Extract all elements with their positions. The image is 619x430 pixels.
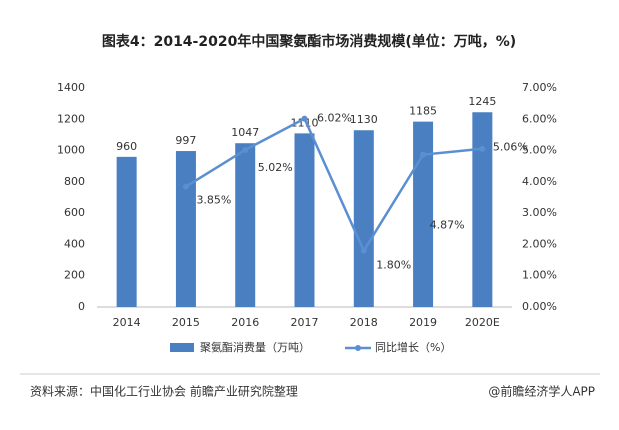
- chart-title: 图表4：2014-2020年中国聚氨酯市场消费规模(单位：万吨，%): [102, 33, 516, 50]
- line-label: 4.87%: [430, 219, 465, 232]
- y-tick-label: 400: [64, 237, 85, 250]
- legend-label: 聚氨酯消费量（万吨）: [200, 340, 310, 354]
- line-label: 6.02%: [317, 112, 352, 125]
- bar: [175, 151, 196, 307]
- bar: [294, 133, 315, 307]
- y-tick-label: 0: [78, 300, 85, 313]
- bar: [353, 130, 374, 307]
- line-point: [479, 145, 486, 152]
- line-label: 1.80%: [376, 259, 411, 272]
- line-point: [420, 151, 427, 158]
- x-tick-label: 2015: [172, 316, 200, 329]
- bar-label: 1047: [231, 126, 259, 139]
- legend-label: 同比增长（%）: [375, 340, 451, 354]
- x-tick-label: 2018: [350, 316, 378, 329]
- y-tick-label: 1000: [57, 144, 85, 157]
- bar-label: 997: [175, 134, 196, 147]
- bar: [235, 143, 256, 307]
- bar-label: 1110: [291, 116, 319, 129]
- x-tick-label: 2014: [113, 316, 141, 329]
- bar-label: 1245: [468, 95, 496, 108]
- bar: [472, 112, 493, 307]
- line-point: [242, 146, 249, 153]
- y2-tick-label: 2.00%: [522, 237, 557, 250]
- y-tick-label: 1200: [57, 112, 85, 125]
- x-tick-label: 2020E: [465, 316, 500, 329]
- bar: [413, 121, 434, 307]
- y-tick-label: 800: [64, 175, 85, 188]
- bar-label: 1185: [409, 105, 437, 118]
- legend-swatch: [170, 343, 194, 352]
- x-tick-label: 2016: [231, 316, 259, 329]
- legend-swatch: [355, 345, 361, 351]
- brand: @前瞻经济学人APP: [488, 384, 595, 399]
- y2-tick-label: 4.00%: [522, 175, 557, 188]
- y2-tick-label: 6.00%: [522, 112, 557, 125]
- x-tick-label: 2017: [291, 316, 319, 329]
- y-tick-label: 200: [64, 269, 85, 282]
- y2-tick-label: 7.00%: [522, 81, 557, 94]
- line-point: [360, 247, 367, 254]
- y-tick-label: 600: [64, 206, 85, 219]
- line-point: [301, 115, 308, 122]
- y2-tick-label: 1.00%: [522, 269, 557, 282]
- y2-tick-label: 3.00%: [522, 206, 557, 219]
- source: 资料来源：中国化工行业协会 前瞻产业研究院整理: [30, 384, 298, 399]
- line-label: 3.85%: [196, 194, 231, 207]
- line-point: [182, 183, 189, 190]
- y2-tick-label: 0.00%: [522, 300, 557, 313]
- y-tick-label: 1400: [57, 81, 85, 94]
- bar-label: 1130: [350, 113, 378, 126]
- y2-tick-label: 5.00%: [522, 144, 557, 157]
- bar: [116, 156, 137, 307]
- line-label: 5.06%: [493, 141, 528, 154]
- bar-label: 960: [116, 140, 137, 153]
- line-label: 5.02%: [258, 161, 293, 174]
- line: [185, 116, 483, 254]
- x-tick-label: 2019: [409, 316, 437, 329]
